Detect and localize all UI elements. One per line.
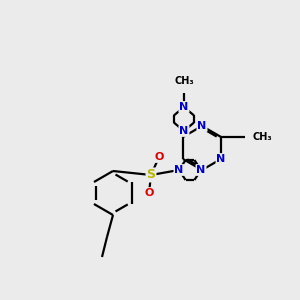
- Text: O: O: [144, 188, 154, 198]
- Text: N: N: [197, 121, 207, 131]
- Text: CH₃: CH₃: [174, 76, 194, 86]
- Text: S: S: [146, 169, 155, 182]
- Text: O: O: [154, 152, 164, 162]
- Text: N: N: [174, 165, 184, 175]
- Text: N: N: [179, 126, 189, 136]
- Text: CH₃: CH₃: [252, 132, 272, 142]
- Text: N: N: [179, 102, 189, 112]
- Text: N: N: [216, 154, 226, 164]
- Text: N: N: [196, 165, 206, 175]
